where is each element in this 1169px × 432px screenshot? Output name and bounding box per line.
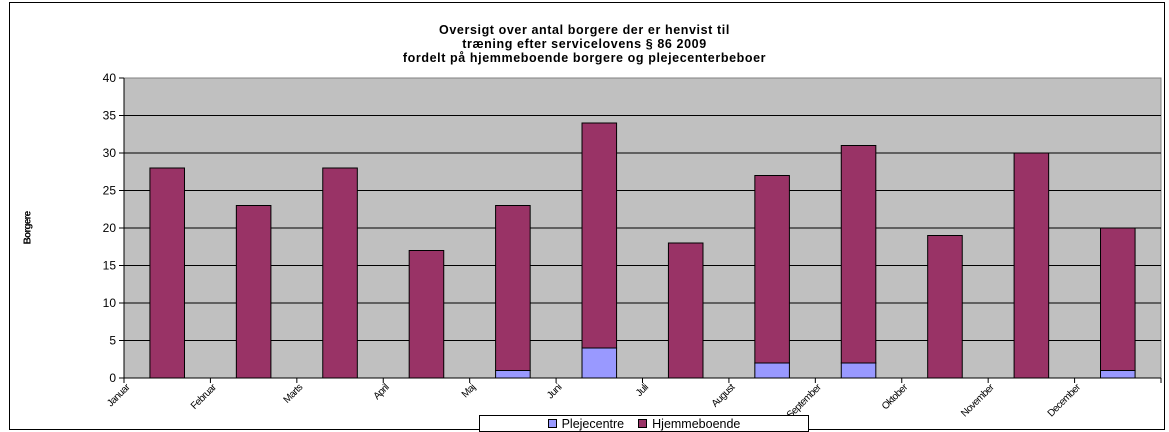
y-tick-label-5: 25 [103, 184, 117, 198]
bar-hjemmeboende-marts [322, 167, 358, 379]
bar-hjemmeboende-februar [235, 205, 272, 379]
legend-swatch-plejecentre [547, 419, 557, 428]
chart-title-line-1: Oversigt over antal borgere der er henvi… [439, 23, 730, 37]
bar-hjemmeboende-oktober [927, 235, 963, 379]
bar-hjemmeboende-april [408, 250, 445, 379]
y-tick-label-1: 5 [109, 334, 116, 348]
x-tick-label-februar: Februar [189, 381, 219, 411]
bar-plejecentre-juni [581, 347, 618, 379]
bar-hjemmeboende-november [1013, 152, 1050, 379]
x-tick-label-oktober: Oktober [880, 381, 911, 412]
y-tick-label-2: 10 [103, 296, 117, 310]
x-tick-label-juni: Juni [545, 382, 564, 401]
bar-hjemmeboende-december [1100, 227, 1136, 371]
chart-legend: Plejecentre Hjemmeboende [479, 415, 809, 432]
bar-hjemmeboende-september [840, 145, 877, 364]
x-tick-label-maj: Maj [460, 382, 478, 400]
chart-title-line-3: fordelt på hjemmeboende borgere og pleje… [402, 51, 767, 65]
x-tick-label-august: August [710, 382, 738, 410]
y-tick-label-4: 20 [103, 221, 117, 235]
x-tick-label-april: April [372, 382, 392, 402]
legend-swatch-hjemmeboende [638, 419, 648, 428]
chart-title-line-2: træning efter servicelovens § 86 2009 [462, 37, 707, 51]
bar-hjemmeboende-juli [667, 242, 704, 379]
x-tick-label-december: December [1046, 381, 1084, 419]
bar-plejecentre-maj [495, 370, 531, 379]
y-tick-label-7: 35 [103, 109, 117, 123]
bar-plejecentre-august [754, 362, 790, 379]
legend-item-plejecentre: Plejecentre [547, 416, 625, 431]
x-tick-label-januar: Januar [105, 381, 133, 409]
x-tick-label-marts: Marts [282, 382, 306, 406]
bar-hjemmeboende-august [754, 175, 790, 364]
x-tick-label-juli: Juli [634, 382, 651, 399]
bar-hjemmeboende-juni [581, 122, 618, 349]
x-tick-label-november: November [959, 381, 997, 419]
bar-hjemmeboende-januar [149, 167, 185, 379]
y-tick-label-0: 0 [109, 371, 116, 385]
legend-item-hjemmeboende: Hjemmeboende [638, 417, 740, 431]
legend-label-plejecentre: Plejecentre [561, 416, 625, 431]
bar-plejecentre-december [1100, 370, 1136, 379]
bar-hjemmeboende-maj [495, 205, 531, 371]
y-tick-label-6: 30 [103, 146, 117, 160]
y-tick-label-3: 15 [103, 259, 117, 273]
bar-plejecentre-september [840, 362, 877, 379]
legend-label-hjemmeboende: Hjemmeboende [652, 416, 741, 431]
y-tick-label-8: 40 [103, 71, 117, 85]
